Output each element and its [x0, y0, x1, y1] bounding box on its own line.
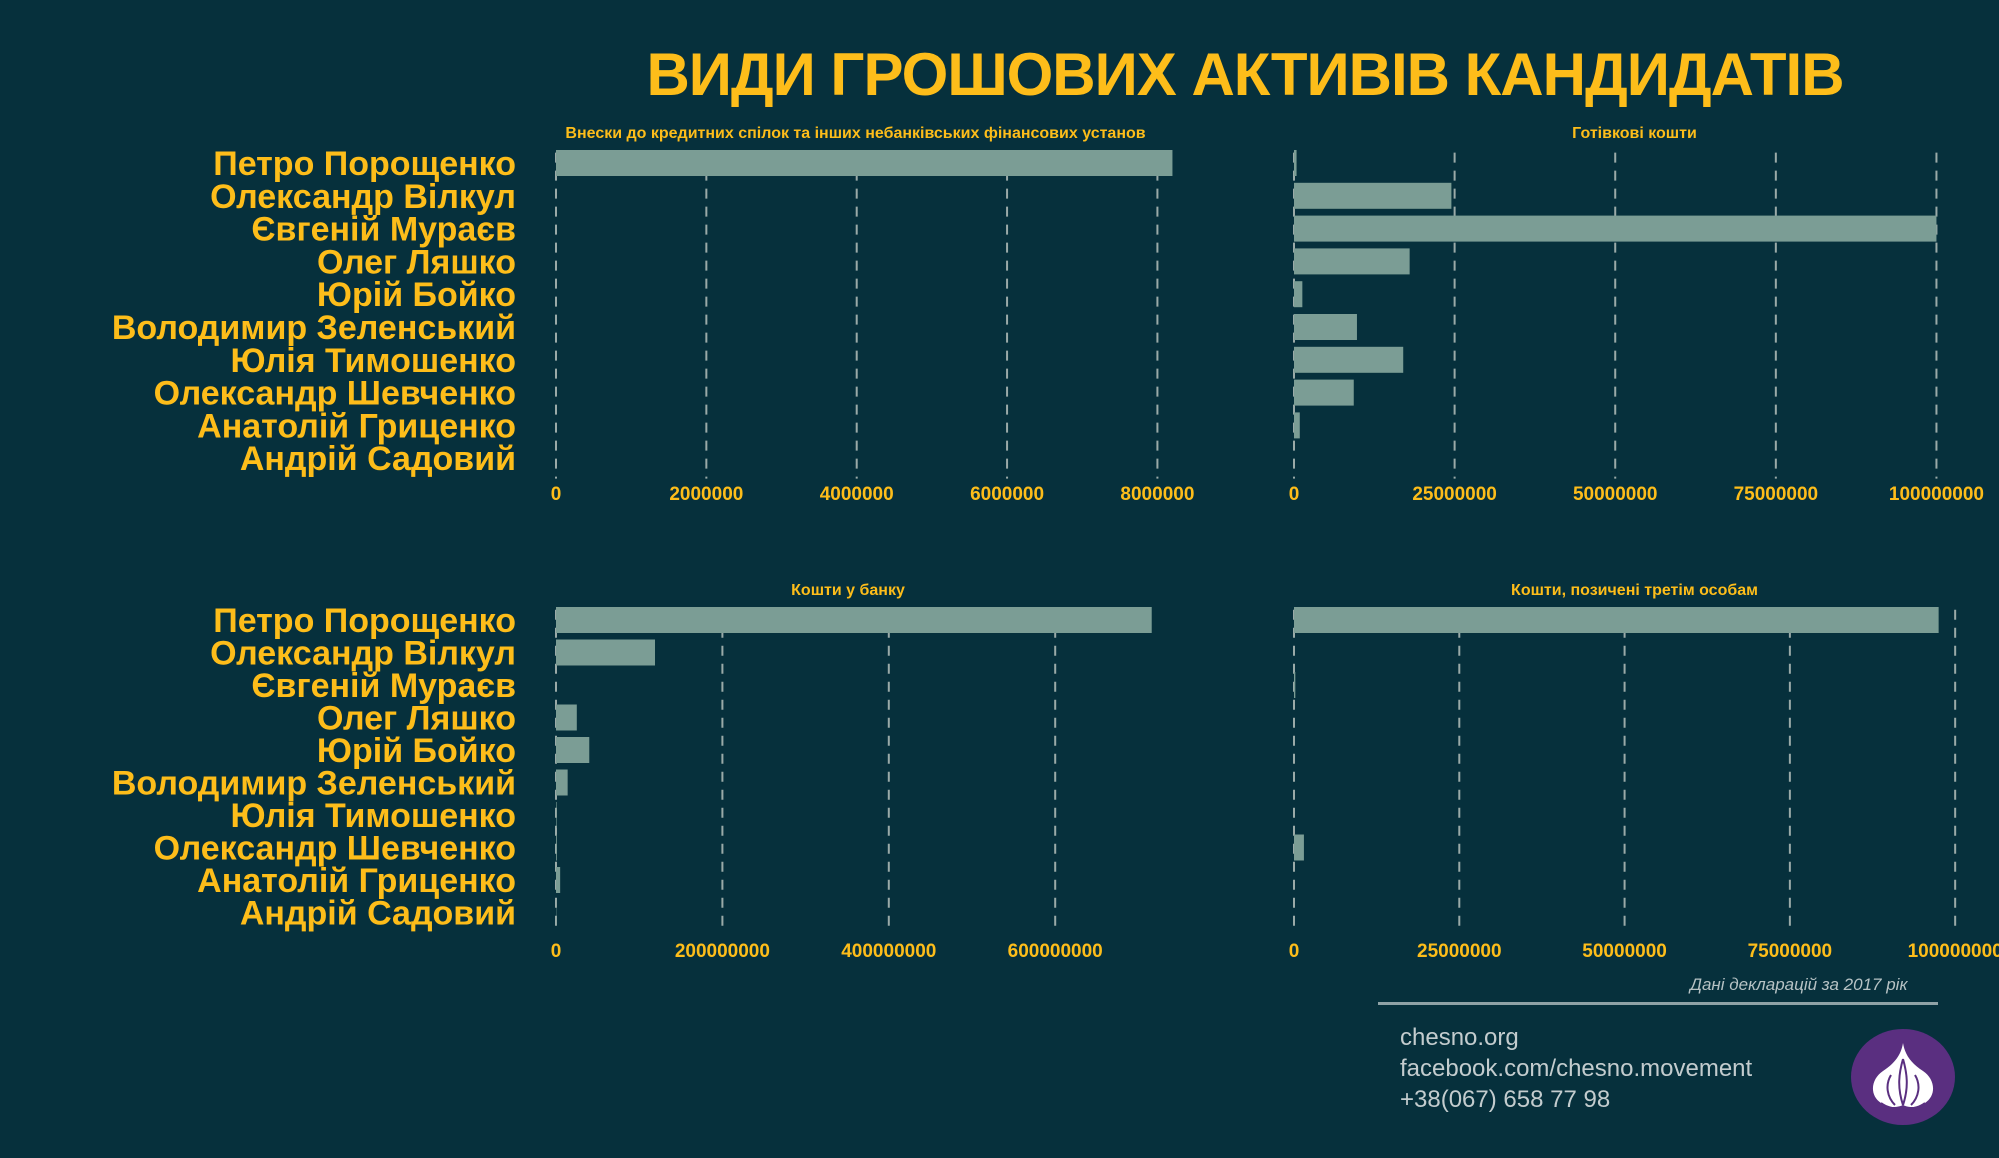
tick-label: 600000000 [1008, 941, 1103, 962]
category-label: Олег Ляшко [317, 700, 516, 738]
category-label: Володимир Зеленський [112, 309, 516, 347]
bar [1294, 182, 1452, 209]
bar [1294, 150, 1297, 176]
bar [556, 834, 557, 861]
page-title: ВИДИ ГРОШОВИХ АКТИВІВ КАНДИДАТІВ [646, 41, 1844, 108]
bar [1294, 379, 1354, 406]
bar [1294, 215, 1937, 242]
tick-label: 0 [551, 941, 562, 962]
tick-label: 2000000 [669, 484, 743, 505]
tick-label: 0 [1289, 484, 1300, 505]
category-label: Петро Порощенко [213, 602, 516, 640]
bar [1294, 672, 1296, 698]
tick-label: 100000000 [1889, 484, 1984, 505]
tick-label: 75000000 [1748, 941, 1833, 962]
panel-title: Готівкові кошти [1572, 125, 1697, 142]
tick-label: 100000000 [1908, 941, 1999, 962]
bar [556, 867, 561, 893]
category-label: Володимир Зеленський [112, 765, 516, 803]
category-label: Олександр Шевченко [154, 830, 516, 868]
footer-divider [1378, 1002, 1938, 1005]
bar [556, 704, 577, 731]
facebook-link[interactable]: facebook.com/chesno.movement [1400, 1055, 1753, 1082]
footer-area [0, 995, 1999, 1158]
bar [1294, 248, 1410, 275]
tick-label: 4000000 [820, 484, 894, 505]
category-label: Олександр Шевченко [154, 375, 516, 413]
contacts: chesno.org facebook.com/chesno.movement … [1400, 1022, 1752, 1115]
tick-label: 0 [1289, 941, 1300, 962]
category-label: Олександр Вілкул [210, 178, 516, 216]
tick-label: 200000000 [675, 941, 770, 962]
category-label: Юлія Тимошенко [230, 342, 516, 380]
bar [1294, 607, 1939, 633]
category-label: Євгеній Мураєв [251, 667, 516, 705]
category-label: Анатолій Гриценко [197, 862, 516, 900]
bar [1294, 834, 1304, 861]
category-label: Євгеній Мураєв [251, 211, 516, 249]
tick-label: 75000000 [1734, 484, 1819, 505]
bar [556, 769, 568, 796]
category-label: Юрій Бойко [317, 276, 516, 314]
bar [1294, 314, 1357, 340]
bar [1294, 346, 1404, 373]
bar [556, 607, 1152, 633]
site-link[interactable]: chesno.org [1400, 1024, 1519, 1051]
category-label: Андрій Садовий [240, 440, 516, 478]
tick-label: 50000000 [1582, 941, 1667, 962]
category-label: Анатолій Гриценко [197, 407, 516, 445]
tick-label: 0 [551, 484, 562, 505]
category-label: Петро Порощенко [213, 145, 516, 183]
bar [1294, 412, 1300, 439]
category-label: Юрій Бойко [317, 732, 516, 770]
bar [556, 639, 656, 666]
data-source-note: Дані декларацій за 2017 рік [1690, 975, 1908, 994]
panel-title: Кошти у банку [791, 582, 905, 599]
panel-title: Кошти, позичені третім особам [1511, 582, 1758, 599]
category-label: Юлія Тимошенко [230, 797, 516, 835]
phone-number: +38(067) 658 77 98 [1400, 1086, 1611, 1113]
bar [556, 802, 557, 828]
category-label: Андрій Садовий [240, 895, 516, 933]
tick-label: 8000000 [1120, 484, 1194, 505]
tick-label: 25000000 [1417, 941, 1502, 962]
bar [1294, 281, 1303, 308]
garlic-logo-icon[interactable] [1851, 1029, 1955, 1125]
tick-label: 400000000 [841, 941, 936, 962]
category-label: Олександр Вілкул [210, 635, 516, 673]
tick-label: 50000000 [1573, 484, 1658, 505]
bar [556, 150, 1173, 176]
category-label: Олег Ляшко [317, 243, 516, 281]
tick-label: 25000000 [1412, 484, 1497, 505]
charts-canvas: Внески до кредитних спілок та інших неба… [112, 125, 1999, 962]
tick-label: 6000000 [970, 484, 1044, 505]
panel-title: Внески до кредитних спілок та інших неба… [565, 125, 1145, 142]
bar [556, 737, 590, 763]
